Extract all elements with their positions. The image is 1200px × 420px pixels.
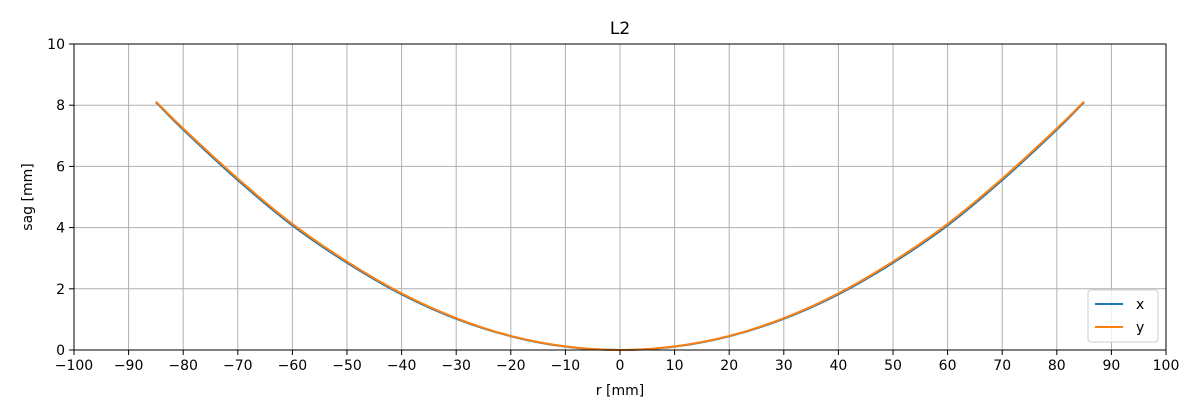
x-tick-label: −30 bbox=[441, 358, 471, 374]
x-tick-label: 10 bbox=[666, 358, 684, 374]
x-tick-label: −100 bbox=[55, 358, 93, 374]
x-tick-label: 80 bbox=[1048, 358, 1066, 374]
x-axis-ticks: −100 −90 −80 −70 −60 −50 −40 −30 −20 −10 0 10 20 30 40… bbox=[55, 350, 1180, 374]
x-tick-label: −20 bbox=[496, 358, 526, 374]
legend-label-x: x bbox=[1136, 297, 1144, 313]
y-tick-label: 6 bbox=[56, 159, 65, 175]
x-tick-label: 0 bbox=[616, 358, 625, 374]
x-tick-label: −10 bbox=[551, 358, 581, 374]
x-tick-label: 30 bbox=[775, 358, 793, 374]
x-tick-label: −70 bbox=[223, 358, 253, 374]
x-axis-label: r [mm] bbox=[596, 383, 644, 399]
x-tick-label: −50 bbox=[332, 358, 362, 374]
y-axis-ticks: 0 2 4 6 8 10 bbox=[47, 37, 74, 359]
x-tick-label: 60 bbox=[939, 358, 957, 374]
x-tick-label: 40 bbox=[829, 358, 847, 374]
x-tick-label: −80 bbox=[168, 358, 198, 374]
y-tick-label: 8 bbox=[56, 98, 65, 114]
y-tick-label: 0 bbox=[56, 343, 65, 359]
x-tick-label: 50 bbox=[884, 358, 902, 374]
chart-title: L2 bbox=[610, 19, 630, 39]
legend: xy bbox=[1087, 289, 1159, 343]
x-tick-label: −40 bbox=[387, 358, 417, 374]
y-tick-label: 2 bbox=[56, 282, 65, 298]
x-tick-label: −90 bbox=[114, 358, 144, 374]
y-tick-label: 10 bbox=[47, 37, 65, 53]
x-tick-label: 20 bbox=[720, 358, 738, 374]
x-tick-label: 100 bbox=[1153, 358, 1180, 374]
y-axis-label: sag [mm] bbox=[20, 163, 36, 230]
x-tick-label: −60 bbox=[278, 358, 308, 374]
grid-lines bbox=[73, 43, 1167, 351]
legend-label-y: y bbox=[1136, 320, 1144, 336]
legend-box bbox=[1087, 289, 1159, 343]
y-tick-label: 4 bbox=[56, 221, 65, 237]
x-tick-label: 90 bbox=[1102, 358, 1120, 374]
x-tick-label: 70 bbox=[993, 358, 1011, 374]
